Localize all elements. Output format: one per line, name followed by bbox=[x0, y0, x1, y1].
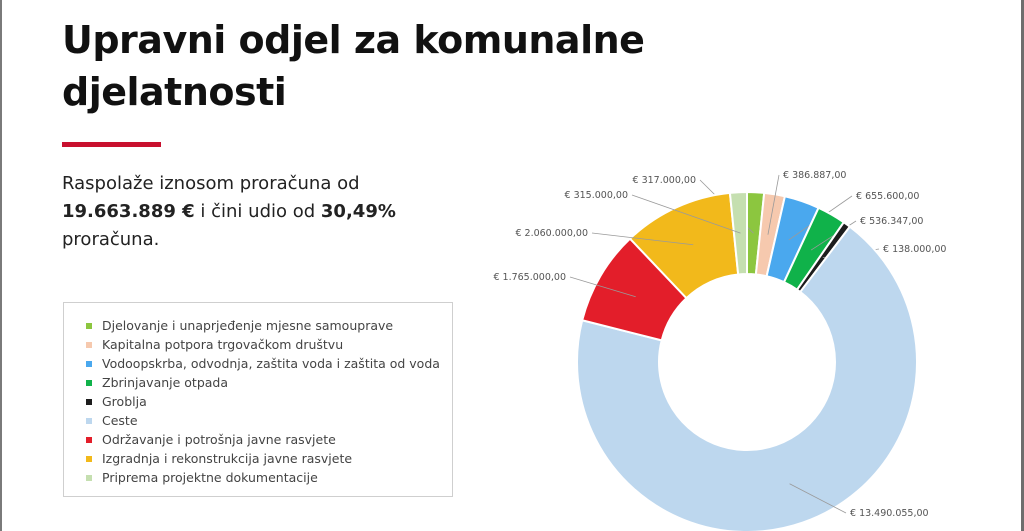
budget-summary: Raspolaže iznosom proračuna od 19.663.88… bbox=[62, 170, 422, 254]
chart-legend: Djelovanje i unaprjeđenje mjesne samoupr… bbox=[63, 302, 453, 497]
label-leader-line bbox=[767, 174, 780, 235]
slice-value-label: € 655.600,00 bbox=[856, 191, 919, 202]
legend-label: Kapitalna potpora trgovačkom društvu bbox=[102, 337, 344, 352]
legend-label: Ceste bbox=[102, 413, 138, 428]
legend-item: Djelovanje i unaprjeđenje mjesne samoupr… bbox=[86, 316, 452, 335]
slice-value-label: € 315.000,00 bbox=[565, 190, 628, 201]
legend-label: Zbrinjavanje otpada bbox=[102, 375, 229, 390]
legend-item: Priprema projektne dokumentacije bbox=[86, 468, 452, 487]
legend-label: Djelovanje i unaprjeđenje mjesne samoupr… bbox=[102, 318, 394, 333]
legend-swatch bbox=[86, 398, 92, 405]
budget-amount: 19.663.889 € bbox=[62, 201, 195, 222]
title-accent-rule bbox=[62, 142, 161, 147]
slice-value-label: € 1.765.000,00 bbox=[493, 272, 566, 283]
summary-prefix: Raspolaže iznosom proračuna od bbox=[62, 173, 360, 194]
legend-swatch bbox=[86, 341, 92, 348]
label-leader-line bbox=[789, 483, 847, 514]
legend-swatch bbox=[86, 379, 92, 386]
legend-label: Priprema projektne dokumentacije bbox=[102, 470, 318, 485]
right-frame-border bbox=[1021, 0, 1024, 531]
legend-swatch bbox=[86, 455, 92, 462]
legend-swatch bbox=[86, 474, 92, 481]
legend-item: Vodoopskrba, odvodnja, zaštita voda i za… bbox=[86, 354, 452, 373]
label-leader-line bbox=[591, 232, 694, 246]
legend-swatch bbox=[86, 417, 92, 424]
legend-item: Održavanje i potrošnja javne rasvjete bbox=[86, 430, 452, 449]
slice-value-label: € 317.000,00 bbox=[633, 175, 696, 186]
donut-slice[interactable] bbox=[728, 190, 748, 276]
legend-label: Izgradnja i rekonstrukcija javne rasvjet… bbox=[102, 451, 353, 466]
slice-value-label: € 13.490.055,00 bbox=[850, 508, 929, 519]
legend-label: Vodoopskrba, odvodnja, zaštita voda i za… bbox=[102, 356, 440, 371]
legend-swatch bbox=[86, 322, 92, 329]
summary-suffix: proračuna. bbox=[62, 229, 160, 250]
legend-item: Zbrinjavanje otpada bbox=[86, 373, 452, 392]
budget-share: 30,49% bbox=[320, 201, 396, 222]
legend-item: Izgradnja i rekonstrukcija javne rasvjet… bbox=[86, 449, 452, 468]
legend-list: Djelovanje i unaprjeđenje mjesne samoupr… bbox=[64, 303, 452, 487]
legend-item: Kapitalna potpora trgovačkom društvu bbox=[86, 335, 452, 354]
slice-value-label: € 386.887,00 bbox=[783, 170, 846, 181]
slice-value-label: € 2.060.000,00 bbox=[515, 228, 588, 239]
legend-item: Ceste bbox=[86, 411, 452, 430]
page-title: Upravni odjel za komunalne djelatnosti bbox=[62, 18, 645, 114]
donut-slice[interactable] bbox=[576, 225, 918, 531]
label-leader-line bbox=[631, 194, 741, 234]
summary-middle: i čini udio od bbox=[200, 201, 316, 222]
legend-swatch bbox=[86, 436, 92, 443]
slice-value-label: € 536.347,00 bbox=[860, 216, 923, 227]
legend-item: Groblja bbox=[86, 392, 452, 411]
legend-swatch bbox=[86, 360, 92, 367]
legend-label: Groblja bbox=[102, 394, 147, 409]
legend-label: Održavanje i potrošnja javne rasvjete bbox=[102, 432, 336, 447]
left-frame-border bbox=[0, 0, 2, 531]
slice-value-label: € 138.000,00 bbox=[883, 244, 946, 255]
label-leader-line bbox=[569, 276, 636, 298]
